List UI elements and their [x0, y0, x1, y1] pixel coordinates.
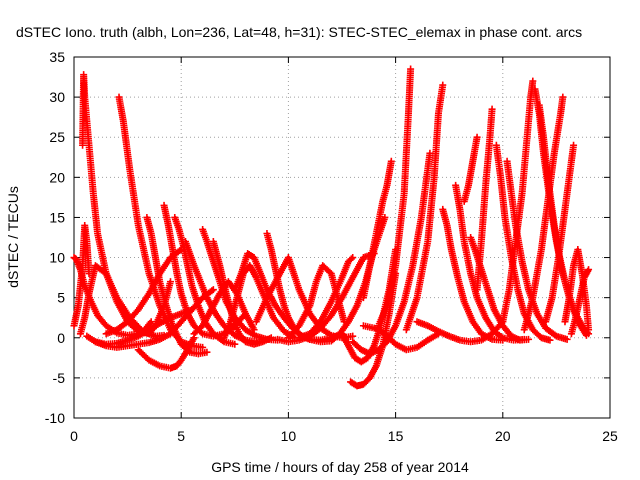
y-tick-label: 10: [49, 250, 65, 266]
data-point: [499, 77, 537, 326]
series-arc: [134, 334, 198, 372]
axis-ticks: 0 5 10 15 20 25 -10 -5 0 5 10 15 20 25 30 35: [45, 49, 618, 444]
data-point: [460, 133, 481, 205]
series-arc: [499, 77, 537, 326]
data-point: [295, 254, 357, 342]
y-tick-label: 35: [49, 49, 65, 65]
data-point: [452, 181, 528, 344]
series-arc: [452, 181, 528, 344]
data-point: [402, 81, 447, 334]
series-arc: [542, 141, 578, 326]
y-tick-label: 5: [57, 290, 65, 306]
series-arc: [439, 205, 507, 344]
y-tick-label: -10: [45, 410, 65, 426]
y-tick-label: -5: [53, 370, 66, 386]
x-tick-label: 15: [388, 428, 404, 444]
plot-frame: [73, 56, 611, 419]
data-point: [359, 322, 442, 354]
data-point: [220, 262, 299, 342]
data-points: [70, 65, 593, 390]
series-arc: [374, 65, 415, 330]
x-tick-label: 10: [281, 428, 297, 444]
data-point: [359, 157, 395, 302]
series-arc: [567, 266, 593, 338]
series-arc: [402, 81, 447, 334]
series-arc: [171, 213, 239, 348]
y-tick-label: 0: [57, 330, 65, 346]
chart-title: dSTEC Iono. truth (albh, Lon=236, Lat=48…: [16, 24, 582, 40]
x-tick-label: 0: [70, 428, 78, 444]
data-point: [134, 334, 198, 372]
y-axis-label: dSTEC / TECUs: [5, 186, 21, 288]
series-arc: [359, 157, 395, 302]
data-point: [542, 141, 578, 326]
series-arc: [70, 221, 93, 330]
data-point: [567, 266, 593, 338]
data-point: [374, 65, 415, 330]
y-tick-label: 15: [49, 209, 65, 225]
y-tick-label: 30: [49, 89, 65, 105]
series-arc: [359, 322, 442, 354]
data-point: [171, 213, 239, 348]
series-arc: [520, 93, 567, 334]
series-arc: [460, 133, 481, 205]
data-point: [473, 105, 496, 294]
series-arc: [220, 262, 299, 342]
x-tick-label: 5: [177, 428, 185, 444]
data-point: [439, 205, 507, 344]
series-arc: [295, 254, 357, 342]
data-point: [70, 221, 93, 330]
x-tick-label: 25: [602, 428, 618, 444]
y-tick-label: 20: [49, 169, 65, 185]
x-axis-label: GPS time / hours of day 258 of year 2014: [211, 459, 469, 475]
series-arc: [473, 105, 496, 294]
y-tick-label: 25: [49, 129, 65, 145]
x-tick-label: 20: [495, 428, 511, 444]
data-point: [520, 93, 567, 334]
